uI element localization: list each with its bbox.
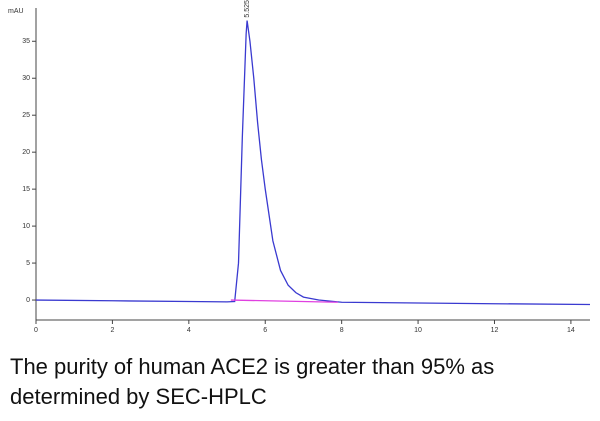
y-tick-label: 15 [22, 186, 30, 193]
caption-line: The purity of human ACE2 is greater than… [10, 354, 495, 379]
x-tick-label: 12 [491, 327, 499, 334]
y-tick-label: 0 [26, 297, 30, 304]
y-tick-label: 20 [22, 149, 30, 156]
x-tick-label: 2 [110, 327, 114, 334]
y-tick-label: 30 [22, 75, 30, 82]
x-tick-label: 8 [340, 327, 344, 334]
x-tick-label: 4 [187, 327, 191, 334]
x-tick-label: 10 [414, 327, 422, 334]
caption: The purity of human ACE2 is greater than… [10, 352, 600, 412]
line [230, 299, 338, 303]
x-tick-label: 0 [34, 327, 38, 334]
chart: mAU 0 5 10 15 20 25 30 35 0 2 4 6 8 10 12 14 5.525 [8, 0, 591, 334]
x-tick-label: 6 [263, 327, 267, 334]
peak-label: 5.525 [244, 0, 251, 18]
x-tick-label: 14 [567, 327, 575, 334]
y-tick-label: 25 [22, 112, 30, 119]
y-axis-label: mAU [8, 8, 24, 15]
line [35, 20, 591, 306]
y-tick-label: 5 [26, 260, 30, 267]
y-tick-label: 10 [22, 223, 30, 230]
y-tick-label: 35 [22, 38, 30, 45]
caption-line: determined by SEC-HPLC [10, 384, 267, 409]
